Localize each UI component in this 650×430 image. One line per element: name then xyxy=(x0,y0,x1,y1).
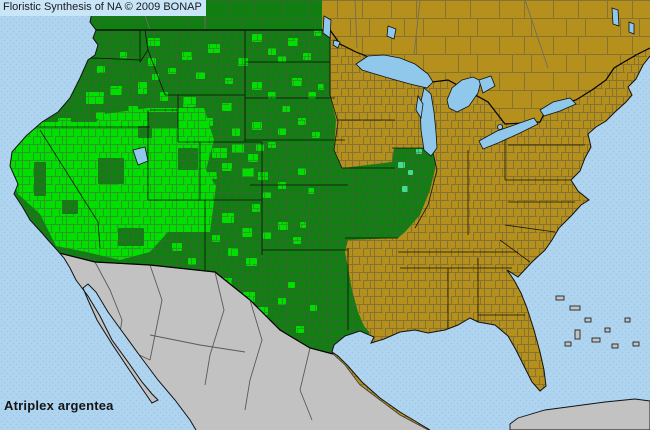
state-borders xyxy=(12,29,590,330)
great-lakes xyxy=(132,7,635,166)
title-bar: Floristic Synthesis of NA © 2009 BONAP xyxy=(0,0,206,16)
mexico-state-borders xyxy=(94,261,313,421)
species-label: Atriplex argentea xyxy=(4,398,114,413)
us-mexico-border xyxy=(54,251,334,355)
map-title: Floristic Synthesis of NA © 2009 BONAP xyxy=(3,1,202,13)
cuba xyxy=(509,398,650,430)
coastline xyxy=(9,0,650,430)
bahamas-islands xyxy=(555,295,640,349)
us-canada-border xyxy=(96,29,650,125)
